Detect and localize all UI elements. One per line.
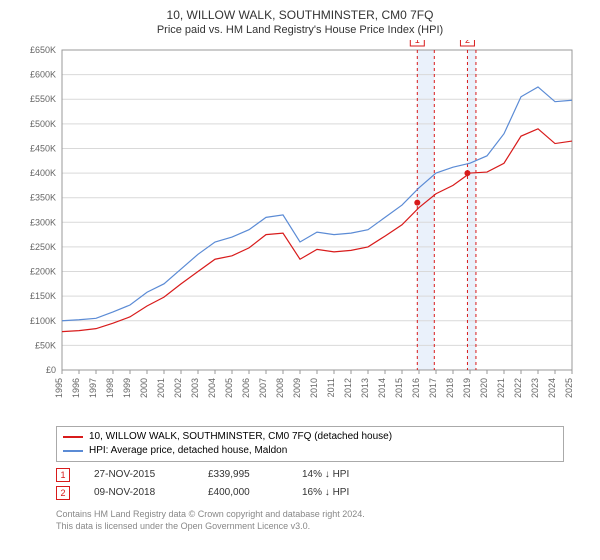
- footnote-line: This data is licensed under the Open Gov…: [56, 520, 564, 532]
- marker-date: 27-NOV-2015: [94, 466, 184, 484]
- marker-price: £339,995: [208, 466, 278, 484]
- svg-text:2007: 2007: [258, 378, 268, 398]
- svg-text:£500K: £500K: [30, 119, 56, 129]
- svg-text:2021: 2021: [496, 378, 506, 398]
- footnote-line: Contains HM Land Registry data © Crown c…: [56, 508, 564, 520]
- svg-text:2025: 2025: [564, 378, 574, 398]
- svg-text:2008: 2008: [275, 378, 285, 398]
- chart-container: 10, WILLOW WALK, SOUTHMINSTER, CM0 7FQ P…: [0, 0, 600, 560]
- svg-text:£0: £0: [46, 365, 56, 375]
- legend-item: HPI: Average price, detached house, Mald…: [63, 444, 557, 458]
- chart-plot-area: £0 £50K £100K £150K £200K £250K £300K £350K £400…: [12, 40, 588, 420]
- svg-text:£150K: £150K: [30, 291, 56, 301]
- svg-text:2020: 2020: [479, 378, 489, 398]
- legend-swatch: [63, 436, 83, 438]
- svg-text:1998: 1998: [105, 378, 115, 398]
- svg-text:£250K: £250K: [30, 242, 56, 252]
- svg-text:1996: 1996: [71, 378, 81, 398]
- svg-text:2006: 2006: [241, 378, 251, 398]
- svg-text:2018: 2018: [445, 378, 455, 398]
- marker-badge: 2: [56, 486, 70, 500]
- svg-text:£50K: £50K: [35, 340, 56, 350]
- legend-swatch: [63, 450, 83, 452]
- chart-subtitle: Price paid vs. HM Land Registry's House …: [12, 24, 588, 36]
- chart-title: 10, WILLOW WALK, SOUTHMINSTER, CM0 7FQ: [12, 8, 588, 22]
- svg-text:2024: 2024: [547, 378, 557, 398]
- svg-text:2010: 2010: [309, 378, 319, 398]
- svg-text:£350K: £350K: [30, 193, 56, 203]
- line-chart-svg: £0 £50K £100K £150K £200K £250K £300K £350K £400…: [12, 40, 588, 420]
- footnote: Contains HM Land Registry data © Crown c…: [56, 508, 564, 532]
- svg-text:£600K: £600K: [30, 70, 56, 80]
- svg-text:2011: 2011: [326, 378, 336, 397]
- svg-text:£650K: £650K: [30, 45, 56, 55]
- svg-text:1999: 1999: [122, 378, 132, 398]
- svg-text:2000: 2000: [139, 378, 149, 398]
- legend-label: 10, WILLOW WALK, SOUTHMINSTER, CM0 7FQ (…: [89, 430, 392, 444]
- svg-text:2001: 2001: [156, 378, 166, 398]
- marker-diff: 16% ↓ HPI: [302, 484, 382, 502]
- svg-text:2013: 2013: [360, 378, 370, 398]
- svg-text:2004: 2004: [207, 378, 217, 398]
- svg-text:2009: 2009: [292, 378, 302, 398]
- svg-text:1997: 1997: [88, 378, 98, 398]
- svg-text:£300K: £300K: [30, 217, 56, 227]
- marker-date: 09-NOV-2018: [94, 484, 184, 502]
- marker-diff: 14% ↓ HPI: [302, 466, 382, 484]
- svg-text:2014: 2014: [377, 378, 387, 398]
- legend-label: HPI: Average price, detached house, Mald…: [89, 444, 287, 458]
- svg-text:£100K: £100K: [30, 316, 56, 326]
- svg-text:2003: 2003: [190, 378, 200, 398]
- marker-badge: 1: [56, 468, 70, 482]
- svg-text:2: 2: [465, 40, 470, 45]
- marker-row: 2 09-NOV-2018 £400,000 16% ↓ HPI: [56, 484, 564, 502]
- svg-text:2016: 2016: [411, 378, 421, 398]
- marker-row: 1 27-NOV-2015 £339,995 14% ↓ HPI: [56, 466, 564, 484]
- svg-text:2023: 2023: [530, 378, 540, 398]
- svg-text:2015: 2015: [394, 378, 404, 398]
- svg-text:£400K: £400K: [30, 168, 56, 178]
- svg-text:£450K: £450K: [30, 143, 56, 153]
- svg-text:2012: 2012: [343, 378, 353, 398]
- legend-item: 10, WILLOW WALK, SOUTHMINSTER, CM0 7FQ (…: [63, 430, 557, 444]
- svg-text:£200K: £200K: [30, 267, 56, 277]
- svg-text:1995: 1995: [54, 378, 64, 398]
- marker-table: 1 27-NOV-2015 £339,995 14% ↓ HPI 2 09-NOV-201…: [56, 466, 564, 502]
- svg-text:2002: 2002: [173, 378, 183, 398]
- svg-text:2019: 2019: [462, 378, 472, 398]
- svg-text:£550K: £550K: [30, 94, 56, 104]
- svg-text:1: 1: [415, 40, 420, 45]
- legend-box: 10, WILLOW WALK, SOUTHMINSTER, CM0 7FQ (…: [56, 426, 564, 462]
- svg-text:2017: 2017: [428, 378, 438, 398]
- marker-price: £400,000: [208, 484, 278, 502]
- svg-text:2022: 2022: [513, 378, 523, 398]
- svg-text:2005: 2005: [224, 378, 234, 398]
